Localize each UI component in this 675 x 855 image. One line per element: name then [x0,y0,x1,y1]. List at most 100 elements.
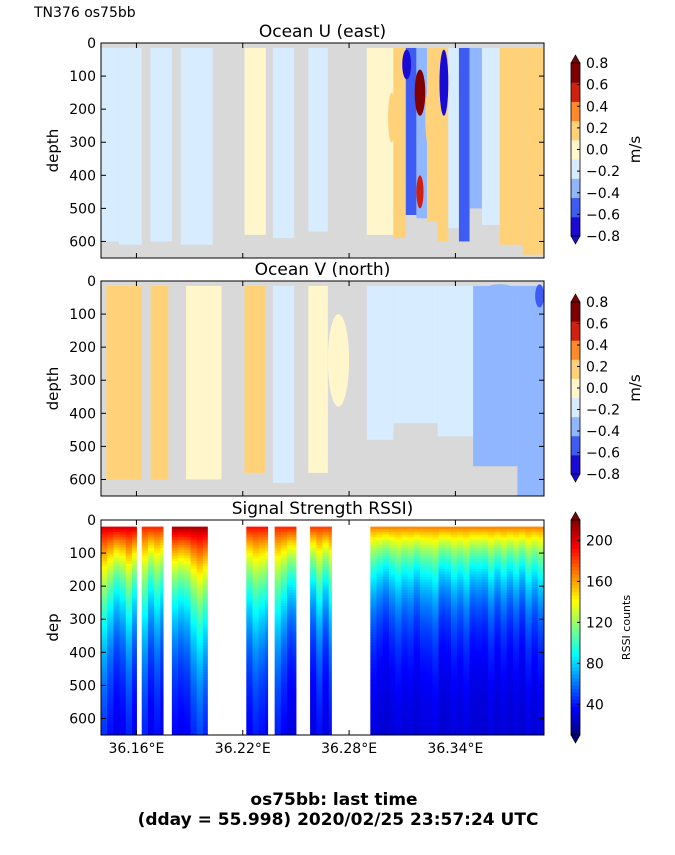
data-cell [500,582,508,586]
data-cell [388,627,396,631]
data-cell [382,648,390,652]
colorbar-segment [571,677,580,682]
data-cell [119,722,127,726]
data-cell [469,690,477,694]
data-cell [202,624,208,628]
data-cell [506,611,514,615]
data-cell [395,664,402,668]
data-cell [382,608,390,612]
data-cell [475,653,483,657]
data-cell [481,698,489,702]
data-cell [481,653,489,657]
data-cell [413,703,421,708]
data-cell [147,619,155,623]
data-cell [141,703,149,708]
data-cell [160,701,164,705]
data-cell [190,555,198,559]
data-cell [531,558,539,562]
data-cell [202,558,208,562]
data-cell [252,555,260,559]
data-cell [370,534,378,538]
data-cell [481,619,489,623]
data-cell [388,695,396,700]
data-cell [469,624,477,628]
colorbar-tick-label: −0.4 [586,424,620,440]
data-cell [519,661,526,665]
data-cell [382,537,390,541]
data-cell [141,555,149,559]
data-cell [107,571,114,575]
data-cell [463,619,471,623]
data-cell [469,709,477,713]
data-cell [107,563,114,567]
data-cell [101,714,108,718]
data-cell [413,611,421,615]
data-cell [537,603,544,607]
data-cell [101,539,108,543]
data-cell [160,550,164,554]
data-cell [512,537,520,541]
data-cell [252,680,260,684]
data-cell [506,629,514,633]
data-cell [287,600,294,604]
data-cell [382,640,390,644]
data-cell [382,558,390,562]
data-cell [401,529,409,533]
data-cell [537,545,544,549]
data-cell [316,733,323,735]
data-cell [119,600,127,604]
data-cell [328,690,332,694]
data-cell [274,629,282,633]
data-column [405,47,417,215]
data-cell [287,706,294,710]
data-cell [531,695,539,700]
data-cell [202,603,208,607]
data-cell [407,608,415,612]
data-cell [407,635,415,639]
data-cell [432,568,440,573]
data-cell [190,666,198,671]
data-cell [287,645,294,649]
data-cell [160,624,164,628]
data-cell [107,661,114,665]
data-cell [246,547,254,551]
data-cell [310,664,317,668]
data-cell [328,733,332,735]
colorbar-segment [571,584,580,589]
data-cell [171,733,179,735]
data-cell [419,621,427,626]
colorbar-segment [571,552,580,557]
data-cell [419,624,427,628]
data-cell [125,545,133,549]
data-cell [293,531,297,536]
data-cell [537,672,544,676]
data-cell [438,685,446,689]
data-cell [500,733,508,735]
data-cell [178,542,185,546]
data-cell [537,653,544,657]
data-cell [469,706,477,710]
data-cell [419,590,427,594]
data-cell [246,571,254,575]
data-cell [388,677,396,681]
data-cell [202,693,208,697]
data-cell [488,672,495,676]
data-cell [506,553,514,557]
data-cell [141,658,149,663]
data-cell [488,584,495,588]
data-cell [280,616,288,620]
data-cell [171,579,179,583]
data-cell [328,611,332,615]
data-cell [444,582,452,586]
data-cell [113,711,121,715]
data-cell [287,685,294,689]
data-cell [475,584,483,588]
data-cell [154,600,161,604]
data-cell [370,698,378,702]
data-cell [438,566,446,570]
data-cell [426,672,433,676]
data-cell [113,701,121,705]
data-cell [463,680,471,684]
data-cell [388,550,396,554]
data-cell [184,539,191,543]
